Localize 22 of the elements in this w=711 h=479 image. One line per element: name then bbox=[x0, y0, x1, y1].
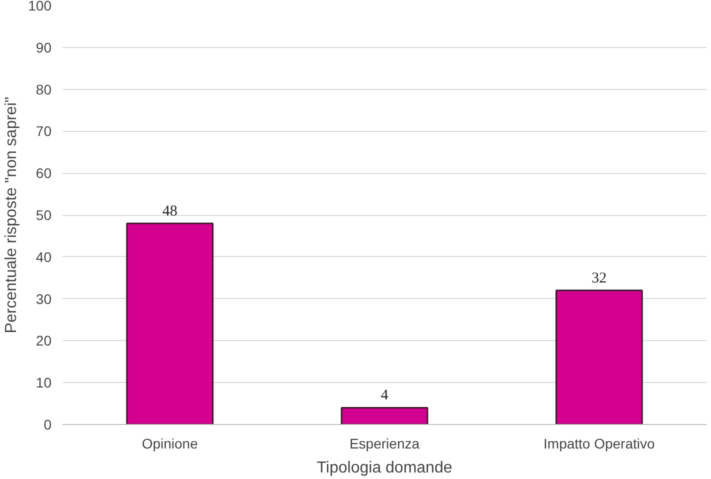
y-tick-label: 80 bbox=[36, 81, 52, 98]
y-tick-label: 10 bbox=[36, 374, 52, 391]
data-label: 48 bbox=[162, 203, 178, 220]
y-tick-label: 50 bbox=[36, 207, 52, 223]
y-tick-label: 100 bbox=[28, 0, 52, 14]
y-axis-title: Percentuale risposte "non saprei" bbox=[3, 96, 20, 334]
x-axis-title: Tipologia domande bbox=[316, 460, 452, 476]
y-tick-label: 70 bbox=[36, 123, 52, 140]
x-tick-label: Esperienza bbox=[349, 436, 420, 452]
x-tick-label: Opinione bbox=[142, 436, 198, 452]
y-tick-label: 60 bbox=[36, 165, 52, 182]
data-label: 32 bbox=[592, 270, 607, 286]
y-tick-label: 0 bbox=[44, 416, 52, 432]
bar bbox=[340, 406, 428, 424]
y-tick-label: 40 bbox=[36, 248, 52, 265]
y-tick-label: 30 bbox=[36, 290, 52, 307]
x-tick-label: Impatto Operativo bbox=[544, 436, 656, 452]
y-tick-label: 90 bbox=[36, 39, 52, 56]
bar bbox=[555, 290, 643, 424]
y-tick-label: 20 bbox=[36, 332, 52, 349]
bar bbox=[126, 222, 214, 424]
data-label: 4 bbox=[380, 388, 389, 404]
